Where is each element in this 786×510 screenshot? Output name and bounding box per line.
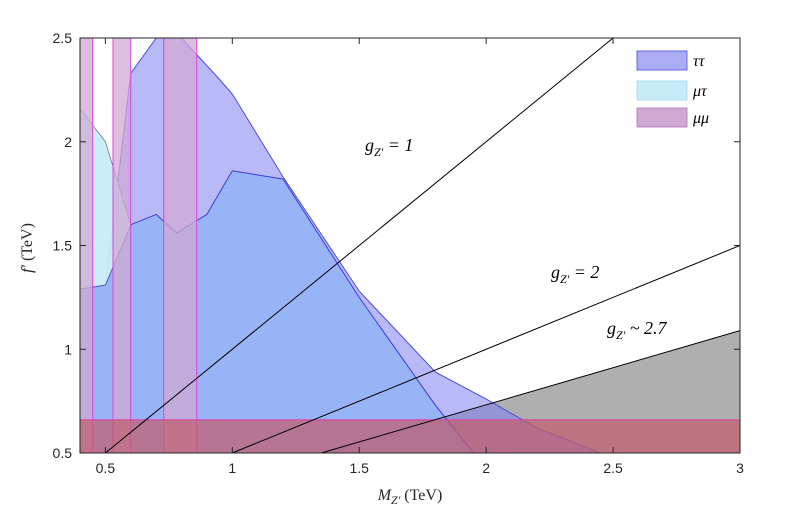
legend-label-mumu: μμ [692, 110, 709, 127]
y-tick-label: 2.5 [53, 30, 73, 46]
y-tick-label: 0.5 [53, 445, 73, 461]
annotation-g27: gZ' ~ 2.7 [607, 318, 667, 342]
axis-ticks: 0.5 1 1.5 2 2.5 3 0.5 1 1.5 2 2.5 [53, 30, 745, 476]
coupling-line-2 [232, 245, 740, 453]
x-tick-label: 0.5 [96, 460, 116, 476]
legend-label-mutau: μτ [692, 83, 708, 100]
coupling-line-3 [321, 330, 740, 453]
series-mumu-horizontal-band [80, 419, 740, 453]
series-mumu-band-3 [163, 38, 198, 453]
x-tick-label: 2.5 [603, 460, 623, 476]
y-tick-label: 1 [64, 341, 72, 357]
y-tick-label: 2 [64, 134, 72, 150]
x-tick-label: 1 [228, 460, 236, 476]
legend-label-tautau: ττ [693, 53, 706, 70]
series-mumu-band-2 [112, 38, 132, 453]
y-tick-label: 1.5 [53, 238, 73, 254]
x-tick-label: 3 [736, 460, 744, 476]
x-axis-label: MZ' (TeV) [377, 487, 443, 507]
y-axis-label: f' (TeV) [19, 223, 36, 273]
legend: ττ μτ μμ [636, 50, 709, 128]
legend-swatch-tautau [636, 50, 688, 71]
coupling-line-1 [105, 38, 614, 453]
x-tick-label: 2 [482, 460, 490, 476]
annotation-g1: gZ' = 1 [365, 135, 413, 159]
legend-swatch-mumu [636, 107, 688, 128]
plot-area [80, 38, 740, 453]
annotation-g2: gZ' = 2 [551, 262, 599, 286]
x-tick-label: 1.5 [349, 460, 369, 476]
legend-swatch-mutau [636, 80, 688, 101]
